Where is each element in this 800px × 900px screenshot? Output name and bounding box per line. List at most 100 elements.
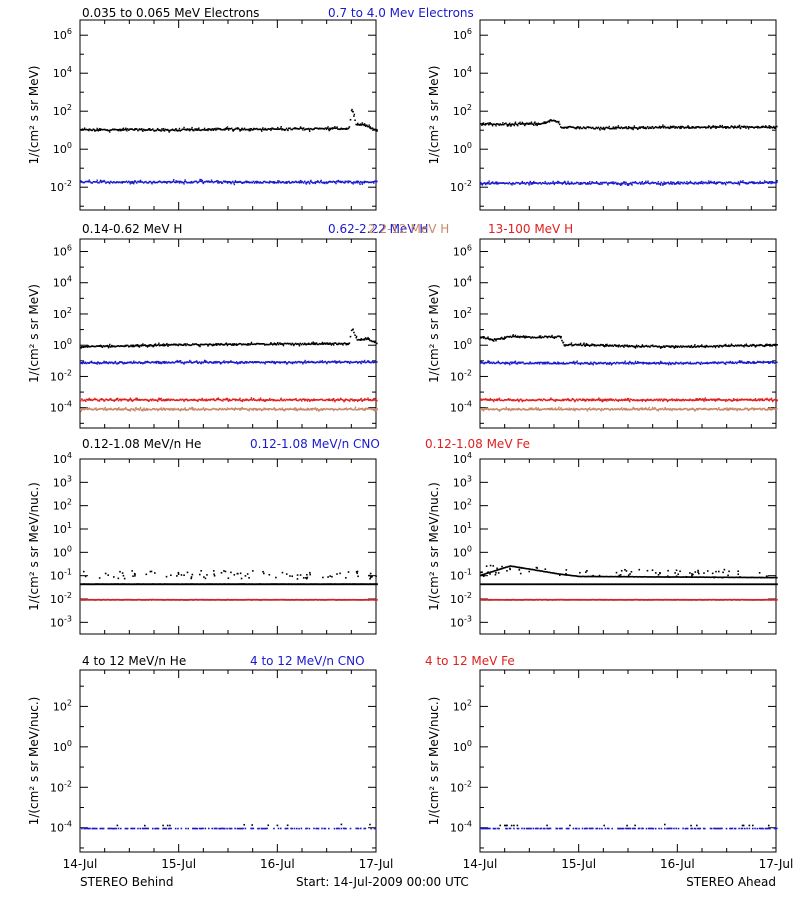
data-point [624,183,626,185]
data-point [209,361,211,363]
data-point [154,344,156,346]
data-point [272,398,274,401]
data-point [498,410,501,412]
data-point [232,129,234,131]
data-point [618,126,620,129]
data-point [736,409,738,412]
data-point [248,343,250,345]
data-point [224,129,226,131]
data-point [205,343,208,346]
data-point [328,360,330,363]
data-point [590,362,593,365]
data-point [173,409,175,411]
data-point [194,407,196,410]
data-point [252,409,255,411]
data-point [269,181,272,183]
data-point [638,409,640,411]
data-point [233,361,235,364]
data-point [581,127,584,130]
data-point [157,129,160,131]
data-point [557,180,559,183]
data-point [571,408,574,411]
data-point [258,361,260,363]
data-point [526,122,528,124]
data-point [771,400,774,403]
data-point [520,398,522,401]
data-point [547,399,550,401]
data-point [768,408,770,410]
data-point [163,407,166,410]
legend-label-tan: 2.2-12 MeV H [368,222,449,236]
data-point [142,128,145,131]
data-point [596,362,599,365]
data-point [369,339,371,342]
data-point [498,182,500,184]
data-point [337,128,339,130]
data-point [620,362,623,364]
data-point [339,343,342,345]
data-point [633,407,636,410]
data-point [153,399,155,402]
data-point [626,399,628,401]
data-point [619,362,622,364]
data-point [773,125,775,128]
data-point [225,342,228,344]
data-point [739,408,742,410]
data-point [691,126,694,128]
data-point [88,179,90,181]
data-point [610,362,612,365]
data-point [486,182,488,185]
data-point [616,361,618,364]
data-point [554,336,556,338]
data-point [189,399,192,401]
data-point [554,120,557,122]
data-point [635,408,638,410]
data-point [608,408,610,411]
data-point [122,129,124,131]
data-point [317,361,320,364]
data-point [564,344,567,347]
data-point [651,406,654,409]
data-point [582,126,585,128]
data-point [641,181,643,184]
data-point [759,180,761,183]
data-point [562,341,565,344]
data-point [179,409,182,411]
data-point [222,408,225,411]
data-point [483,398,486,401]
data-point [733,408,736,411]
data-point [259,343,262,345]
data-point [299,126,302,128]
data-point [769,345,771,347]
data-point [345,344,348,346]
data-point [646,125,649,128]
data-point [202,407,204,410]
data-point [166,181,169,183]
data-point [132,408,135,410]
data-point [507,124,510,127]
data-point [513,361,515,364]
data-point [353,331,355,334]
data-point [352,399,354,402]
data-point [765,361,768,363]
data-point [245,128,248,131]
data-point [723,399,726,401]
data-point [712,398,714,401]
data-point [165,399,167,402]
data-point [170,181,172,184]
data-point [170,407,172,410]
series-blue [80,178,378,186]
data-point [363,181,366,184]
data-point [480,362,482,364]
data-point [625,345,627,347]
data-point [160,398,162,401]
data-point [510,336,513,339]
data-point [202,343,204,346]
data-point [677,126,680,128]
data-point [741,125,744,128]
data-point [652,345,655,348]
data-point [545,335,547,338]
data-point [766,182,769,184]
data-point [543,363,545,365]
